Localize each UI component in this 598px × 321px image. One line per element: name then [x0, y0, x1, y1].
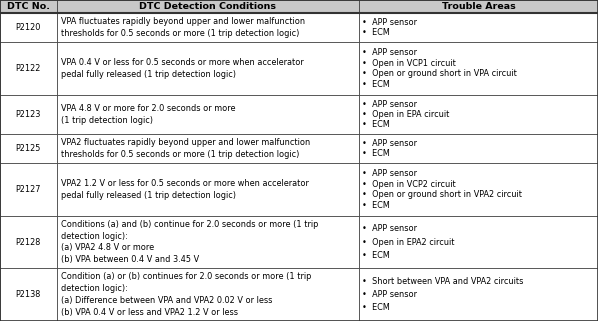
Text: •  ECM: • ECM — [362, 120, 390, 129]
Text: •  APP sensor: • APP sensor — [362, 169, 417, 178]
Bar — [0, 268, 57, 321]
Text: VPA2 1.2 V or less for 0.5 seconds or more when accelerator
pedal fully released: VPA2 1.2 V or less for 0.5 seconds or mo… — [61, 179, 309, 200]
Text: •  Open in EPA circuit: • Open in EPA circuit — [362, 110, 450, 119]
Text: •  ECM: • ECM — [362, 251, 390, 260]
Bar — [57, 216, 359, 268]
Text: Trouble Areas: Trouble Areas — [441, 2, 515, 11]
Bar — [359, 13, 598, 42]
Bar — [57, 163, 359, 216]
Bar — [0, 134, 57, 163]
Text: •  ECM: • ECM — [362, 28, 390, 37]
Bar — [57, 0, 359, 13]
Text: •  APP sensor: • APP sensor — [362, 290, 417, 299]
Text: P2128: P2128 — [16, 238, 41, 247]
Text: DTC No.: DTC No. — [7, 2, 50, 11]
Text: P2122: P2122 — [16, 64, 41, 73]
Text: •  ECM: • ECM — [362, 149, 390, 158]
Bar — [359, 163, 598, 216]
Text: Condition (a) or (b) continues for 2.0 seconds or more (1 trip
detection logic):: Condition (a) or (b) continues for 2.0 s… — [61, 273, 312, 317]
Text: P2120: P2120 — [16, 23, 41, 32]
Bar — [359, 134, 598, 163]
Text: •  APP sensor: • APP sensor — [362, 100, 417, 109]
Bar — [359, 268, 598, 321]
Text: P2123: P2123 — [16, 110, 41, 119]
Text: •  Open in VCP1 circuit: • Open in VCP1 circuit — [362, 59, 456, 68]
Text: •  Open or ground short in VPA circuit: • Open or ground short in VPA circuit — [362, 69, 517, 78]
Text: VPA2 fluctuates rapidly beyond upper and lower malfunction
thresholds for 0.5 se: VPA2 fluctuates rapidly beyond upper and… — [61, 138, 310, 159]
Bar — [359, 95, 598, 134]
Bar — [57, 268, 359, 321]
Bar — [0, 216, 57, 268]
Text: •  Open or ground short in VPA2 circuit: • Open or ground short in VPA2 circuit — [362, 190, 523, 199]
Text: VPA 0.4 V or less for 0.5 seconds or more when accelerator
pedal fully released : VPA 0.4 V or less for 0.5 seconds or mor… — [61, 58, 304, 79]
Bar — [0, 0, 57, 13]
Text: •  ECM: • ECM — [362, 201, 390, 210]
Text: VPA 4.8 V or more for 2.0 seconds or more
(1 trip detection logic): VPA 4.8 V or more for 2.0 seconds or mor… — [61, 104, 236, 125]
Bar — [0, 42, 57, 95]
Text: •  APP sensor: • APP sensor — [362, 48, 417, 57]
Text: •  ECM: • ECM — [362, 303, 390, 312]
Text: •  ECM: • ECM — [362, 80, 390, 89]
Text: P2127: P2127 — [16, 185, 41, 194]
Text: •  APP sensor: • APP sensor — [362, 224, 417, 233]
Bar — [0, 13, 57, 42]
Text: VPA fluctuates rapidly beyond upper and lower malfunction
thresholds for 0.5 sec: VPA fluctuates rapidly beyond upper and … — [61, 17, 305, 38]
Bar — [0, 163, 57, 216]
Bar — [359, 42, 598, 95]
Text: •  Open in EPA2 circuit: • Open in EPA2 circuit — [362, 238, 455, 247]
Text: P2125: P2125 — [16, 144, 41, 153]
Bar — [57, 134, 359, 163]
Bar — [359, 216, 598, 268]
Text: Conditions (a) and (b) continue for 2.0 seconds or more (1 trip
detection logic): Conditions (a) and (b) continue for 2.0 … — [61, 220, 318, 264]
Text: •  APP sensor: • APP sensor — [362, 139, 417, 148]
Text: •  Short between VPA and VPA2 circuits: • Short between VPA and VPA2 circuits — [362, 277, 524, 286]
Text: DTC Detection Conditions: DTC Detection Conditions — [139, 2, 276, 11]
Bar — [0, 95, 57, 134]
Bar — [57, 95, 359, 134]
Bar — [359, 0, 598, 13]
Text: •  APP sensor: • APP sensor — [362, 18, 417, 27]
Text: •  Open in VCP2 circuit: • Open in VCP2 circuit — [362, 180, 456, 189]
Text: P2138: P2138 — [16, 290, 41, 299]
Bar — [57, 13, 359, 42]
Bar — [57, 42, 359, 95]
